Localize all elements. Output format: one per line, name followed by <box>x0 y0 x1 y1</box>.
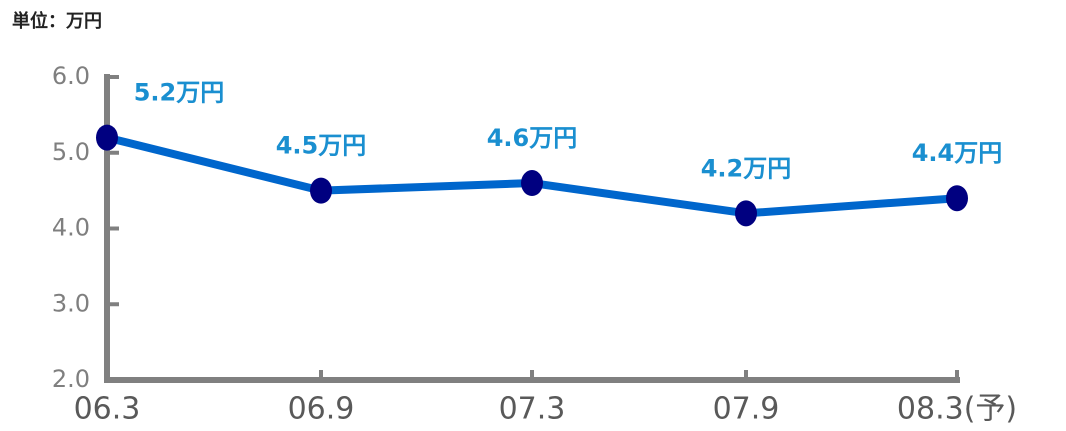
y-tick-label: 2.0 <box>52 365 90 393</box>
x-tick-label: 06.3 <box>74 392 141 427</box>
x-tick-label: 07.3 <box>499 392 566 427</box>
marker <box>521 170 543 197</box>
y-tick-label: 4.0 <box>52 214 90 242</box>
value-label: 4.2万円 <box>701 154 792 182</box>
unit-label: 単位：万円 <box>12 10 102 32</box>
marker <box>96 124 118 151</box>
value-label: 4.5万円 <box>276 132 367 160</box>
y-tick-label: 6.0 <box>52 62 90 90</box>
y-tick-label: 3.0 <box>52 289 90 317</box>
value-label: 4.6万円 <box>487 124 578 152</box>
x-tick-label: 07.9 <box>713 392 780 427</box>
value-label: 4.4万円 <box>912 139 1003 167</box>
marker <box>735 200 757 227</box>
marker <box>946 185 968 212</box>
x-tick-label: 06.9 <box>288 392 355 427</box>
x-tick-label: 08.3(予) <box>897 392 1017 427</box>
y-tick-label: 5.0 <box>52 138 90 166</box>
marker <box>310 177 332 204</box>
value-label: 5.2万円 <box>134 79 225 107</box>
